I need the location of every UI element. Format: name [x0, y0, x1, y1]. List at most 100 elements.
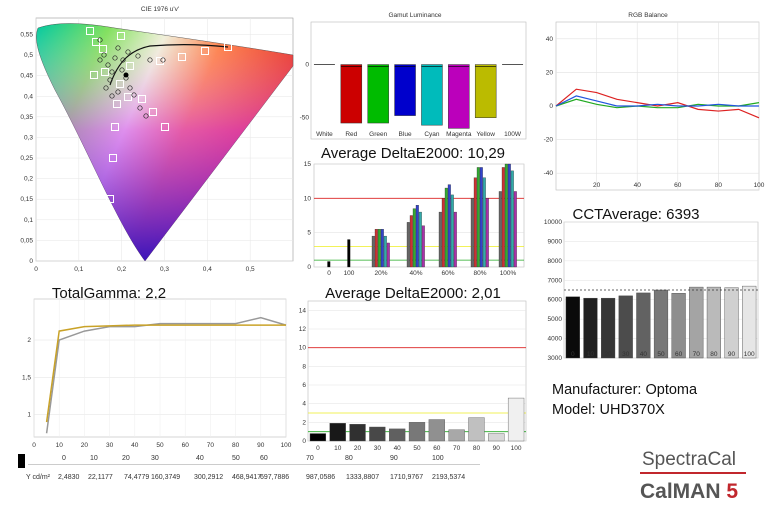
gamma-x-tick: 80 — [232, 442, 240, 449]
cie-measured-circle — [105, 62, 111, 68]
cct-y-tick: 3000 — [548, 355, 563, 362]
luminance-value-cell: 1710,9767 — [390, 474, 424, 481]
luminance-header-cell: 0 — [62, 455, 66, 462]
cie-measured-circle — [125, 49, 131, 55]
de2-y-tick: 14 — [299, 307, 307, 314]
luminance-value-cell: 2,4830 — [58, 474, 80, 481]
de1-y-tick: 10 — [304, 195, 312, 202]
gamma-y-tick: 2 — [27, 337, 31, 344]
cct-panel: CCTAverage: 6393 10000 9000 8000 7000 6000 50… — [544, 206, 759, 362]
de2-x-label: 100 — [511, 445, 522, 452]
cie-target-square — [106, 195, 114, 203]
cie-x-ticks: 0 0,1 0,2 0,3 0,4 0,5 — [34, 266, 255, 273]
rgb-title: RGB Balance — [628, 12, 668, 19]
cct-y-tick: 10000 — [544, 219, 562, 226]
de2-x-label: 20 — [354, 445, 362, 452]
gamma-panel: TotalGamma: 2,2 21,510 10 20 30 40 50 60 70 80 90… — [22, 285, 292, 449]
de2-bar — [488, 433, 505, 442]
gamut-x-label: Green — [369, 131, 387, 138]
luminance-header-cell: 10 — [90, 455, 98, 462]
cie-x-tick: 0,3 — [160, 266, 169, 273]
de1-bar — [347, 239, 351, 268]
de1-x-label: 80% — [473, 270, 486, 277]
cie-target-square — [224, 43, 232, 51]
cie-measured-circle — [112, 55, 118, 61]
de1-bar — [504, 163, 508, 268]
cie-x-tick: 0 — [34, 266, 38, 273]
cct-y-tick: 8000 — [548, 258, 563, 265]
rgb-balance-panel: RGB Balance 40 20 0 -20 -40 20 40 60 80 100 — [544, 12, 765, 191]
de1-bar — [441, 198, 445, 268]
gamut-title: Gamut Luminance — [388, 12, 441, 19]
de1-x-label: 100 — [344, 270, 355, 277]
de1-bar — [479, 167, 483, 268]
gamut-bar — [394, 64, 416, 116]
de1-bar — [383, 235, 387, 268]
cct-bar — [689, 286, 704, 359]
rgb-x-tick: 80 — [715, 182, 723, 189]
gamut-bar — [421, 64, 443, 126]
rgb-y-tick: 0 — [549, 103, 553, 110]
de1-bar — [513, 191, 517, 268]
rgb-x-tick: 100 — [754, 182, 765, 189]
gamma-x-tick: 90 — [257, 442, 265, 449]
luminance-value-cell: 74,4779 — [124, 474, 150, 481]
luminance-header-cell: 50 — [232, 455, 240, 462]
logo-accent-line — [640, 472, 746, 474]
de1-y-tick: 5 — [307, 230, 311, 237]
gamut-luminance-panel: Gamut Luminance 0 -50 White Red Green Blue Cya… — [300, 12, 527, 140]
rgb-x-tick: 60 — [674, 182, 682, 189]
gamma-x-tick: 100 — [281, 442, 292, 449]
cie-planckian-locus — [109, 44, 229, 86]
gamut-x-label: Yellow — [476, 131, 495, 138]
cct-bars: 10000 9000 8000 7000 6000 5000 4000 3000 0 10 20 30… — [544, 219, 758, 362]
de2-y-tick: 10 — [299, 345, 307, 352]
de2-x-label: 50 — [413, 445, 421, 452]
de1-bar — [501, 167, 505, 268]
cct-label: CCTAverage: 6393 — [572, 206, 699, 223]
cie-target-square — [126, 62, 134, 70]
deltae-grayscale-label: Average DeltaE2000: 2,01 — [325, 285, 501, 302]
cie-target-square — [138, 95, 146, 103]
de2-bar — [309, 433, 327, 442]
cie-y-tick: 0,15 — [20, 196, 33, 203]
gamma-y-tick: 1,5 — [22, 374, 31, 381]
gamut-x-label: Cyan — [424, 131, 440, 138]
cie-target-square — [111, 123, 119, 131]
de1-bar — [421, 225, 425, 268]
cie-y-tick: 0,2 — [24, 176, 33, 183]
cct-bar — [618, 295, 633, 359]
de2-y-tick: 4 — [302, 401, 306, 408]
de1-bar — [473, 177, 477, 268]
luminance-value-cell: 160,3749 — [151, 474, 181, 481]
de1-bar — [453, 211, 457, 268]
cie-y-tick: 0,4 — [24, 93, 33, 100]
de1-x-label: 60% — [441, 270, 454, 277]
gamut-bar — [474, 64, 497, 118]
rgb-x-tick: 40 — [634, 182, 642, 189]
de1-bar — [327, 261, 331, 268]
de1-bar — [476, 167, 480, 268]
cie-y-tick: 0,05 — [20, 237, 33, 244]
luminance-header-cell: 100 — [432, 455, 444, 462]
cie-measured-circle — [115, 45, 121, 51]
gamma-x-tick: 40 — [131, 442, 139, 449]
luminance-header-cell: 40 — [196, 455, 204, 462]
cct-x-label: 90 — [728, 351, 736, 358]
model-text: Model: UHD370X — [552, 402, 665, 418]
cie-target-square — [109, 154, 117, 162]
de1-bar — [498, 191, 502, 268]
de2-bar — [408, 422, 426, 442]
cie-y-tick: 0,25 — [20, 155, 33, 162]
de1-bar — [510, 170, 514, 268]
luminance-header-cell: 30 — [151, 455, 159, 462]
luminance-header-cell: 70 — [306, 455, 314, 462]
cie-measured-circle — [109, 93, 115, 99]
cct-bar — [724, 287, 739, 359]
de1-x-label: 0 — [327, 270, 331, 277]
cct-x-label: 100 — [744, 351, 755, 358]
rgb-y-tick: 20 — [546, 69, 554, 76]
de1-bar — [507, 163, 511, 268]
cie-target-square — [161, 123, 169, 131]
